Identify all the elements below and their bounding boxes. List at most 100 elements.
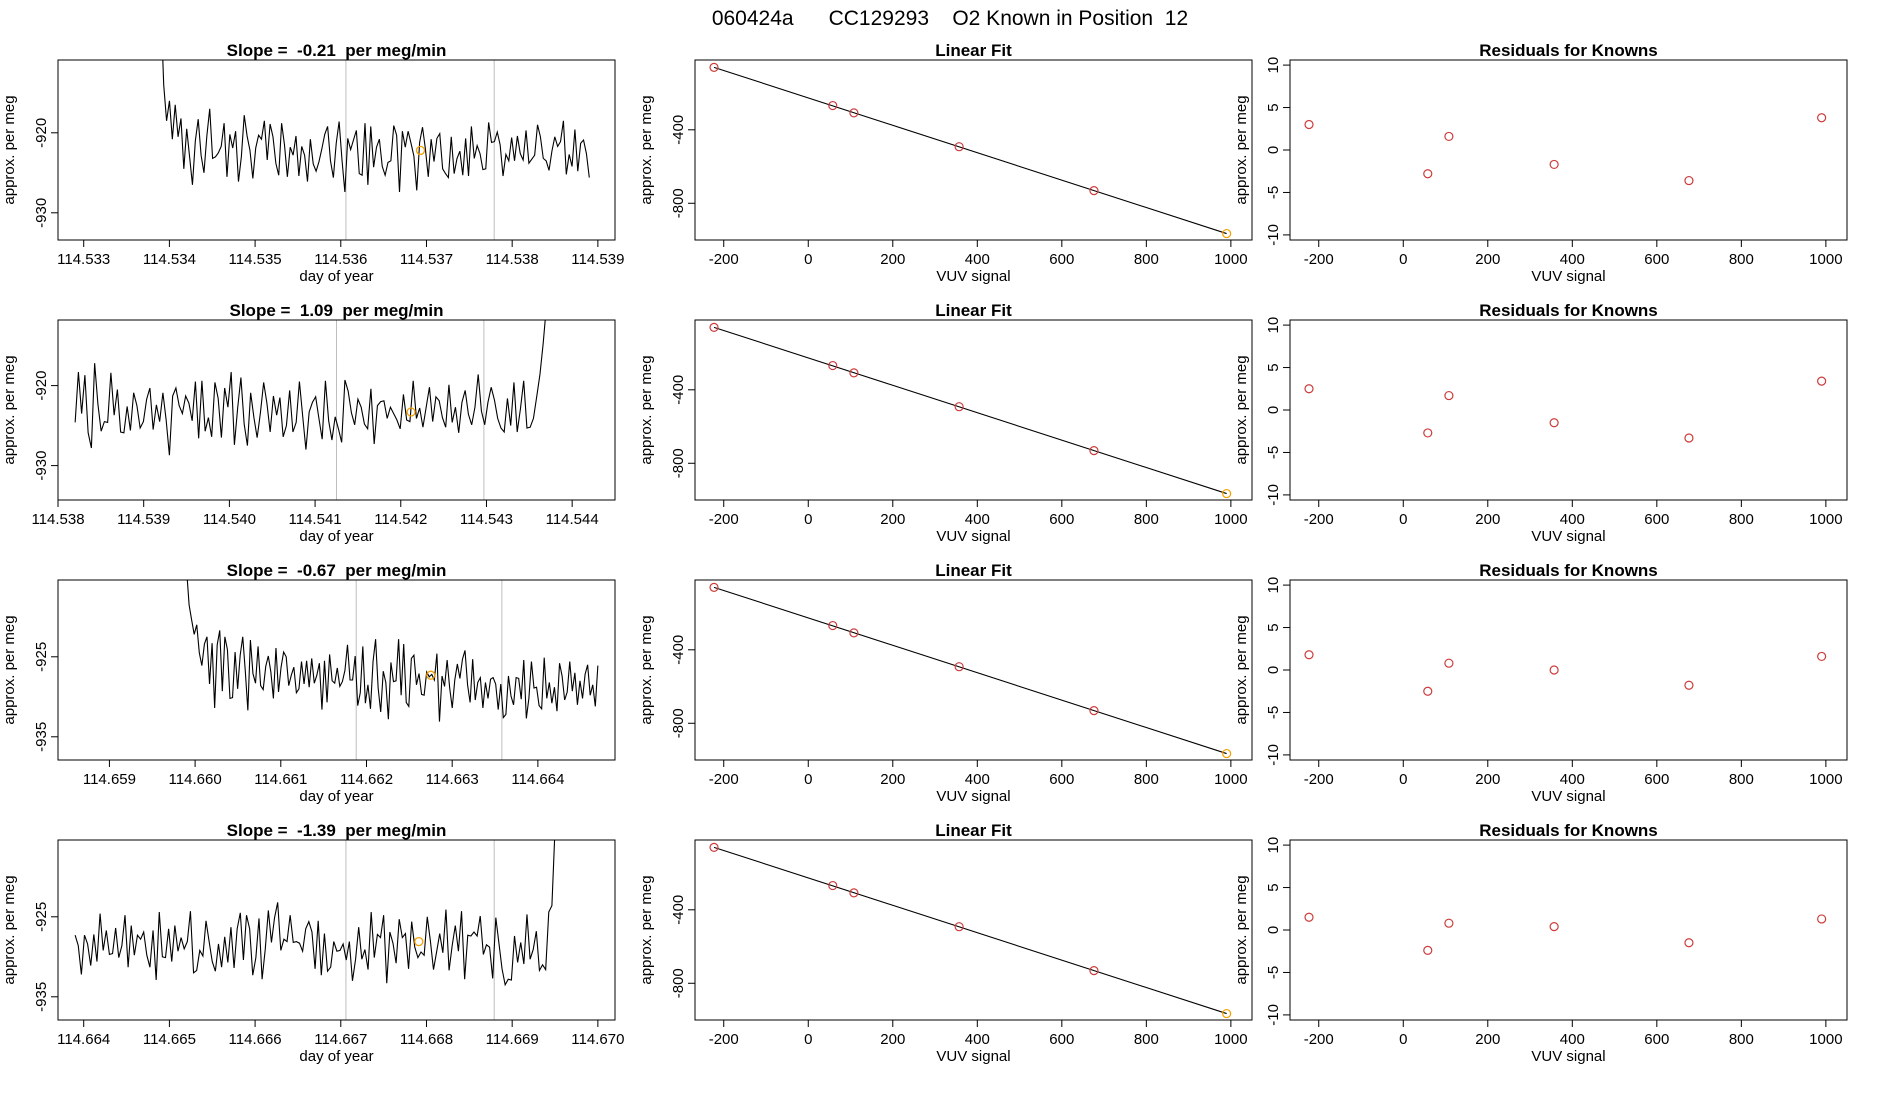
y-tick-label: 0 — [1265, 146, 1282, 154]
y-axis-label: approx. per meg — [1233, 615, 1250, 724]
chart-panel-3-1: Slope = -0.67 per meg/min 114.659 114.660 1… — [1, 561, 616, 805]
x-tick-label: 800 — [1134, 251, 1159, 268]
x-tick-label: 114.660 — [169, 771, 222, 788]
data-point — [709, 322, 719, 332]
x-tick-label: -200 — [709, 771, 739, 788]
data-point — [1444, 131, 1454, 142]
data-point — [1423, 945, 1433, 955]
plot-area — [1304, 376, 1827, 443]
data-point — [1817, 914, 1827, 924]
x-tick-label: 800 — [1134, 771, 1159, 788]
x-tick-label: 600 — [1049, 771, 1074, 788]
y-tick-label: -5 — [1265, 186, 1282, 199]
chart-panel-1-3: Residuals for Knowns-200 0 200 400 600 800 100… — [1233, 41, 1848, 285]
data-point — [1684, 680, 1694, 690]
plot-frame — [57, 839, 616, 1021]
x-tick-label: -200 — [1304, 251, 1334, 268]
x-tick-label: 114.540 — [203, 511, 256, 528]
series-line — [74, 320, 546, 456]
x-tick-label: 114.533 — [57, 251, 110, 268]
y-tick-label: -800 — [670, 708, 687, 738]
data-point — [954, 922, 964, 932]
x-tick-label: 114.541 — [289, 511, 342, 528]
y-tick-label: 5 — [1265, 883, 1282, 891]
x-axis-label: VUV signal — [936, 528, 1010, 545]
x-tick-label: 400 — [965, 771, 990, 788]
x-tick-label: 600 — [1644, 1031, 1669, 1048]
plot-frame — [57, 579, 616, 761]
y-tick-label: 0 — [1265, 666, 1282, 674]
chart-title: Slope = -0.21 per meg/min — [227, 41, 447, 60]
x-tick-label: 114.538 — [486, 251, 539, 268]
chart-panel-3-2: Linear Fit -200 0 200 400 600 800 1000 VUV signa… — [638, 561, 1253, 805]
y-axis-label: approx. per meg — [1233, 875, 1250, 984]
y-axis-label: approx. per meg — [1, 875, 18, 984]
x-tick-label: 114.534 — [143, 251, 196, 268]
y-axis-label: approx. per meg — [1, 615, 18, 724]
y-axis-label: approx. per meg — [1233, 95, 1250, 204]
fit-line — [713, 66, 1227, 235]
y-tick-label: -935 — [33, 982, 50, 1012]
fit-line — [713, 326, 1227, 495]
x-tick-label: 114.665 — [143, 1031, 196, 1048]
data-point — [1423, 686, 1433, 696]
data-point — [1444, 658, 1454, 668]
data-point — [709, 582, 719, 592]
data-point — [828, 880, 838, 891]
y-axis-label: approx. per meg — [1, 355, 18, 464]
page-title: 060424a CC129293 O2 Known in Position 12 — [712, 7, 1188, 30]
x-tick-label: 0 — [1399, 511, 1407, 528]
y-tick-label: 0 — [1265, 926, 1282, 934]
x-axis-label: day of year — [299, 788, 373, 805]
plot-area — [1304, 912, 1827, 955]
x-tick-label: 0 — [804, 251, 812, 268]
plot-area — [162, 60, 590, 240]
y-tick-label: 5 — [1265, 623, 1282, 631]
chart-title: Linear Fit — [935, 561, 1012, 580]
data-point — [1549, 159, 1559, 170]
plot-frame — [694, 319, 1253, 501]
y-tick-label: -935 — [33, 722, 50, 752]
chart-title: Residuals for Knowns — [1479, 41, 1658, 60]
data-point — [954, 662, 964, 672]
y-tick-label: -10 — [1265, 484, 1282, 506]
x-tick-label: 1000 — [1809, 1031, 1842, 1048]
x-axis-label: VUV signal — [936, 788, 1010, 805]
x-tick-label: 1000 — [1214, 771, 1247, 788]
x-tick-label: -200 — [709, 511, 739, 528]
y-tick-label: -925 — [33, 642, 50, 672]
highlight-point — [1222, 1008, 1232, 1019]
chart-title: Residuals for Knowns — [1479, 301, 1658, 320]
data-point — [709, 62, 719, 72]
x-tick-label: 114.661 — [254, 771, 307, 788]
chart-title: Linear Fit — [935, 821, 1012, 840]
x-tick-label: 114.536 — [314, 251, 367, 268]
y-tick-label: 5 — [1265, 103, 1282, 111]
chart-title: Slope = 1.09 per meg/min — [230, 301, 444, 320]
data-point — [1684, 433, 1694, 443]
x-tick-label: 114.543 — [460, 511, 513, 528]
data-point — [1817, 376, 1827, 386]
highlight-point — [1222, 488, 1232, 499]
highlight-point — [426, 670, 436, 680]
chart-title: Linear Fit — [935, 301, 1012, 320]
data-point — [1304, 119, 1314, 130]
series-line — [74, 840, 556, 987]
highlight-point — [415, 145, 426, 156]
x-tick-label: 114.542 — [374, 511, 427, 528]
x-tick-label: 0 — [804, 1031, 812, 1048]
x-tick-label: 600 — [1049, 511, 1074, 528]
x-tick-label: 800 — [1134, 1031, 1159, 1048]
x-tick-label: -200 — [709, 1031, 739, 1048]
x-tick-label: 200 — [1475, 771, 1500, 788]
data-point — [1684, 175, 1694, 186]
plot-area — [1304, 650, 1827, 696]
y-tick-label: -920 — [33, 118, 50, 148]
y-tick-label: -5 — [1265, 446, 1282, 459]
x-tick-label: 114.669 — [486, 1031, 539, 1048]
plot-frame — [1289, 59, 1848, 241]
y-tick-label: -400 — [670, 375, 687, 405]
plot-frame — [1289, 839, 1848, 1021]
chart-panel-4-2: Linear Fit -200 0 200 400 600 800 1000 VUV signa… — [638, 821, 1253, 1065]
